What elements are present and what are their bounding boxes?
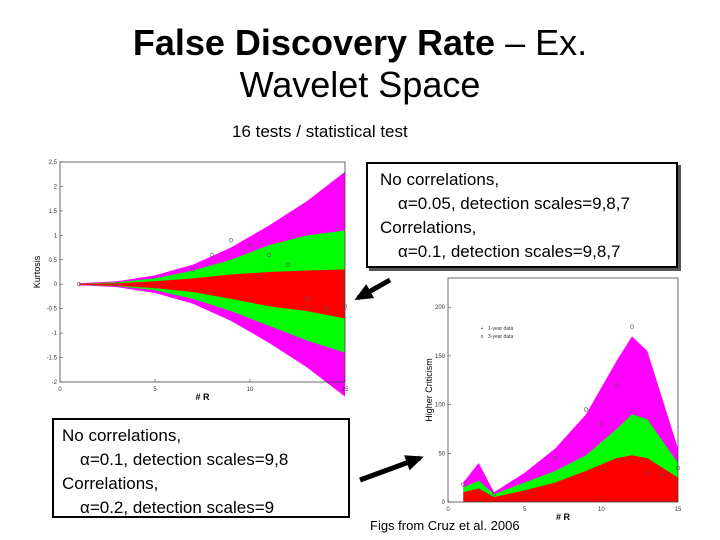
data-point <box>247 243 253 248</box>
data-point <box>599 421 604 427</box>
slide-title: False Discovery Rate – Ex. Wavelet Space <box>0 22 720 106</box>
data-point <box>152 284 158 289</box>
x-tick-label: 10 <box>598 507 605 513</box>
band-red <box>463 455 678 502</box>
y-tick-label: 0 <box>442 500 446 506</box>
data-point <box>476 488 481 493</box>
data-point <box>266 252 272 257</box>
y-tick-label: -2 <box>52 380 58 386</box>
figure-credit: Figs from Cruz et al. 2006 <box>370 518 520 533</box>
box1-line2: α=0.05, detection scales=9,8,7 <box>398 194 630 213</box>
y-tick-label: 1.5 <box>49 209 58 215</box>
y-tick-label: -1.5 <box>47 356 58 362</box>
y-tick-label: 100 <box>435 403 446 409</box>
data-point <box>209 252 215 257</box>
y-tick-label: 50 <box>438 451 445 457</box>
y-tick-label: -1 <box>52 331 58 337</box>
data-point <box>285 262 291 267</box>
data-point <box>114 282 120 287</box>
data-point <box>614 383 619 388</box>
plot-frame <box>59 161 346 383</box>
data-point <box>645 470 650 475</box>
title-line2: Wavelet Space <box>239 64 481 105</box>
data-point <box>76 282 82 287</box>
chart-1: -2 -1.5 -1 -0.5 0 0.5 1 1.5 2 2.5 0 5 10 15 # R Kurtosi… <box>32 160 349 402</box>
arrow-head <box>354 284 375 300</box>
legend-entry: 3-year data <box>488 334 514 340</box>
data-point <box>522 490 527 495</box>
x-tick-label: 0 <box>58 387 62 393</box>
annotation-box-right: No correlations, α=0.05, detection scale… <box>366 162 678 268</box>
title-rest: – Ex. <box>495 22 588 63</box>
data-point <box>190 267 196 272</box>
y-axis-label: Higher Criticism <box>424 358 434 422</box>
annotation-box-left: No correlations, α=0.1, detection scales… <box>52 418 350 518</box>
y-tick-label: -0.5 <box>47 307 58 313</box>
data-point <box>660 472 665 477</box>
box2-line4: α=0.2, detection scales=9 <box>80 498 275 517</box>
subtitle: 16 tests / statistical test <box>232 122 408 141</box>
x-tick-label: 15 <box>675 507 682 513</box>
y-tick-label: 2.5 <box>49 160 58 166</box>
arrow-to-right-chart <box>359 455 424 483</box>
y-tick-label: 2 <box>54 184 58 190</box>
y-tick-label: 150 <box>435 354 446 360</box>
x-tick-label: 0 <box>446 507 450 513</box>
x-tick-label: 15 <box>342 387 349 393</box>
box1-line3: Correlations, <box>380 218 477 237</box>
data-point <box>342 304 348 309</box>
x-tick-label: 5 <box>523 507 527 513</box>
x-tick-label: 5 <box>153 387 157 393</box>
box1-line1: No correlations, <box>380 170 500 189</box>
data-point <box>553 456 558 461</box>
x-tick-label: 10 <box>247 387 254 393</box>
band-red <box>79 269 345 319</box>
x-axis-label: # R <box>556 512 571 522</box>
data-point <box>491 492 497 497</box>
data-point <box>583 407 589 412</box>
legend-marker: + <box>481 326 484 332</box>
y-tick-label: 200 <box>435 305 446 311</box>
x-axis-label: # R <box>195 392 210 402</box>
y-axis-label: Kurtosis <box>32 255 42 288</box>
data-point <box>228 238 234 243</box>
data-point <box>304 296 310 301</box>
plot-frame <box>447 277 679 503</box>
arrow-to-left-chart <box>354 277 392 301</box>
chart-2: 0 50 100 150 200 0 5 10 15 # R Higher Criticism + 1-… <box>424 277 682 522</box>
box2-line1: No correlations, <box>62 426 182 445</box>
data-point <box>323 306 329 311</box>
arrow-head <box>404 455 424 471</box>
data-point <box>675 465 681 471</box>
box2-line2: α=0.1, detection scales=9,8 <box>80 450 289 469</box>
title-bold: False Discovery Rate <box>132 22 496 63</box>
legend-entry: 1-year data <box>488 326 514 332</box>
data-point <box>461 482 466 487</box>
box1-line4: α=0.1, detection scales=9,8,7 <box>398 242 621 261</box>
y-tick-label: 0 <box>54 282 58 288</box>
box2-line3: Correlations, <box>62 474 159 493</box>
y-tick-label: 0.5 <box>49 258 58 264</box>
legend-marker: o <box>481 334 484 340</box>
data-point <box>629 324 635 329</box>
y-tick-label: 1 <box>54 233 58 239</box>
